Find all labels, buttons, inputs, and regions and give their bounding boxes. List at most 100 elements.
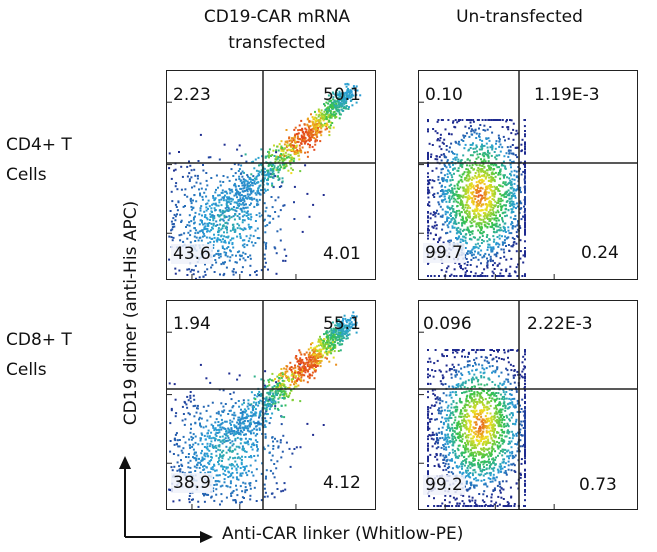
event-dot xyxy=(209,443,212,445)
event-dot xyxy=(492,168,495,170)
event-dot xyxy=(330,106,333,109)
event-dot xyxy=(241,445,244,448)
event-dot xyxy=(345,332,348,335)
event-dot xyxy=(427,237,429,240)
event-dot xyxy=(219,453,222,456)
event-dot xyxy=(499,143,502,146)
event-dot xyxy=(502,248,505,251)
event-dot xyxy=(228,217,231,220)
event-dot xyxy=(268,451,271,454)
event-dot xyxy=(428,142,431,145)
event-dot xyxy=(317,362,320,365)
event-dot xyxy=(315,123,318,126)
event-dot xyxy=(241,416,244,419)
event-dot xyxy=(311,116,314,119)
event-dot xyxy=(277,165,280,168)
event-dot xyxy=(245,465,248,468)
event-dot xyxy=(233,218,236,221)
event-dot xyxy=(469,264,472,266)
event-dot xyxy=(493,262,496,265)
event-dot xyxy=(215,435,218,437)
event-dot xyxy=(271,171,274,174)
event-dot xyxy=(481,139,484,142)
event-dot xyxy=(454,193,457,196)
event-dot xyxy=(217,227,220,230)
event-dot xyxy=(463,171,466,174)
event-dot xyxy=(483,254,486,257)
event-dot xyxy=(217,480,219,483)
event-dot xyxy=(267,177,270,180)
event-dot xyxy=(247,443,250,446)
event-dot xyxy=(504,165,507,168)
event-dot xyxy=(247,240,250,243)
quadrant-upper-left: 0.10 xyxy=(425,85,463,105)
event-dot xyxy=(219,184,222,187)
event-dot xyxy=(214,421,217,424)
event-dot xyxy=(239,237,242,239)
event-dot xyxy=(271,206,274,209)
event-dot xyxy=(282,434,285,437)
event-dot xyxy=(195,229,198,232)
event-dot xyxy=(256,449,259,452)
event-dot xyxy=(305,357,308,359)
event-dot xyxy=(242,187,245,190)
event-dot xyxy=(192,498,194,501)
event-dot xyxy=(510,257,513,260)
event-dot xyxy=(448,239,451,242)
event-dot xyxy=(463,220,466,223)
event-dot xyxy=(308,120,311,123)
event-dot xyxy=(194,441,197,444)
event-dot xyxy=(257,172,260,175)
event-dot xyxy=(281,163,284,166)
event-dot xyxy=(324,123,327,126)
event-dot xyxy=(190,423,192,426)
event-dot xyxy=(437,212,440,215)
event-dot xyxy=(276,175,279,178)
event-dot xyxy=(456,187,459,190)
event-dot xyxy=(308,215,311,218)
event-dot xyxy=(466,171,469,174)
event-dot xyxy=(267,268,269,271)
event-dot xyxy=(486,261,489,264)
event-dot xyxy=(232,417,235,420)
event-dot xyxy=(429,212,432,215)
event-dot xyxy=(210,459,213,462)
event-dot xyxy=(244,456,247,458)
event-dot xyxy=(245,160,248,163)
event-dot xyxy=(313,133,316,136)
event-dot xyxy=(292,147,295,150)
event-dot xyxy=(483,151,486,154)
event-dot xyxy=(488,220,491,223)
event-dot xyxy=(434,158,437,161)
event-dot xyxy=(322,341,325,344)
event-dot xyxy=(482,212,485,215)
event-dot xyxy=(237,416,240,419)
event-dot xyxy=(334,114,337,117)
event-dot xyxy=(278,396,281,399)
event-dot xyxy=(239,419,242,422)
event-dot xyxy=(246,429,249,432)
event-dot xyxy=(261,432,264,435)
event-dot xyxy=(484,208,487,211)
event-dot xyxy=(244,194,247,197)
event-dot xyxy=(243,408,246,411)
event-dot xyxy=(464,271,467,274)
event-dot xyxy=(274,407,277,410)
event-dot xyxy=(489,196,492,199)
event-dot xyxy=(297,138,300,141)
event-dot xyxy=(193,453,196,456)
event-dot xyxy=(203,468,206,471)
event-dot xyxy=(196,177,199,180)
event-dot xyxy=(229,197,231,200)
event-dot xyxy=(511,161,513,164)
event-dot xyxy=(318,122,321,124)
event-dot xyxy=(226,205,229,208)
event-dot xyxy=(481,119,484,121)
event-dot xyxy=(250,391,253,394)
event-dot xyxy=(355,331,358,334)
event-dot xyxy=(487,155,490,158)
event-dot xyxy=(237,419,240,421)
event-dot xyxy=(241,215,244,218)
event-dot xyxy=(277,215,280,218)
event-dot xyxy=(211,445,214,448)
